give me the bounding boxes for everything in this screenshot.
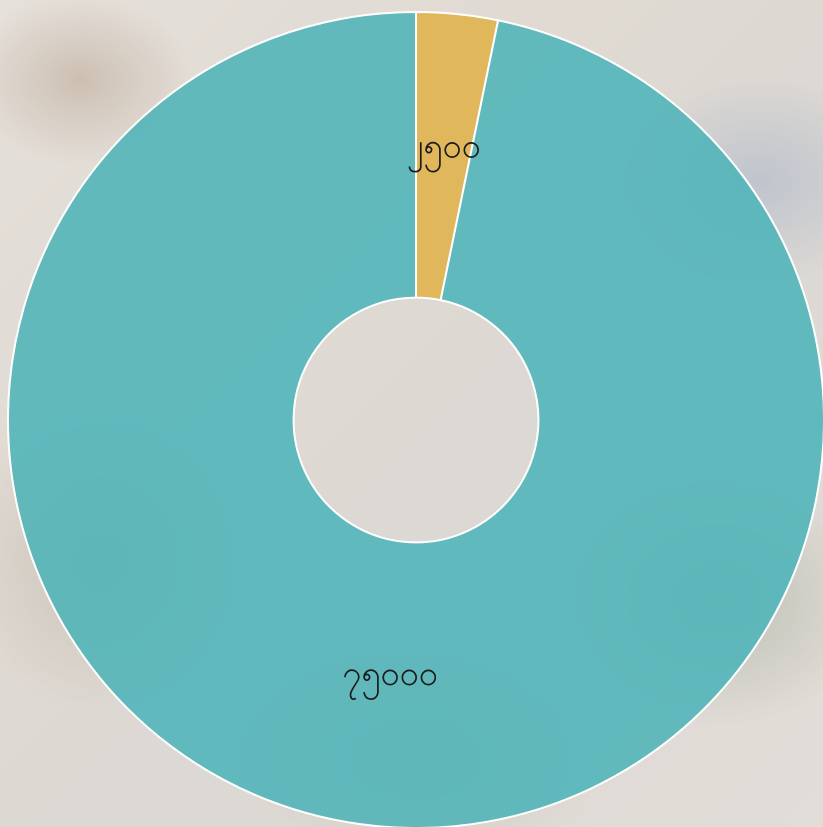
slice-label-small: ၂၅၀၀ bbox=[407, 127, 481, 173]
slice-label-large: ၇၅၀၀၀ bbox=[342, 654, 438, 700]
slice-labels: ၂၅၀၀ ၇၅၀၀၀ bbox=[342, 127, 481, 701]
donut-slice-1 bbox=[7, 10, 823, 827]
donut-slices bbox=[7, 10, 823, 827]
